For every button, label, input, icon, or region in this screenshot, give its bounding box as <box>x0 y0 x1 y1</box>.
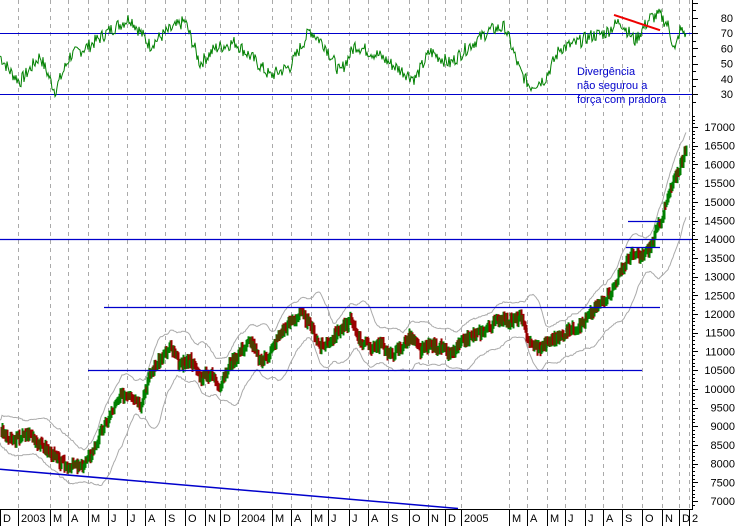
month-label: J <box>331 513 337 525</box>
support-trendline <box>0 468 459 510</box>
month-label: J <box>588 513 594 525</box>
price-tick-label: 15500 <box>704 178 735 190</box>
month-label: M <box>91 513 100 525</box>
month-label: O <box>188 513 197 525</box>
rsi-tick-label: 70 <box>721 28 733 40</box>
bollinger-lower <box>0 217 687 486</box>
price-tick-label: 15000 <box>704 197 735 209</box>
month-label: A <box>606 513 614 525</box>
price-tick-label: 11000 <box>705 346 735 358</box>
bollinger-upper <box>0 132 687 451</box>
price-tick-label: 10500 <box>704 365 735 377</box>
price-tick-label: 14000 <box>704 234 735 246</box>
price-panel <box>0 132 692 510</box>
divergence-annotation: Divergência não segurou a força com prad… <box>577 66 667 106</box>
price-tick-label: 10000 <box>704 384 735 396</box>
price-tick-label: 16500 <box>704 141 735 153</box>
rsi-line <box>0 8 687 99</box>
month-label: M <box>512 513 521 525</box>
price-tick-label: 12500 <box>704 290 735 302</box>
month-label: J <box>111 513 117 525</box>
rsi-indicator-panel <box>0 8 692 99</box>
month-label: A <box>530 513 538 525</box>
month-label: M <box>314 513 323 525</box>
price-tick-label: 13000 <box>704 272 735 284</box>
month-label: M <box>550 513 559 525</box>
rsi-tick-label: 30 <box>721 89 733 101</box>
rsi-tick-label: 50 <box>721 59 733 71</box>
month-label: J <box>352 513 358 525</box>
month-label: N <box>665 513 673 525</box>
price-tick-label: 8500 <box>711 440 735 452</box>
price-tick-label: 13500 <box>704 253 735 265</box>
month-label: D <box>223 513 231 525</box>
month-label: 2005 <box>464 513 488 525</box>
price-tick-label: 9500 <box>711 403 735 415</box>
annotation-line-3: força com pradora <box>577 94 667 106</box>
month-label: D <box>682 513 690 525</box>
price-tick-label: 8000 <box>711 459 735 471</box>
price-tick-label: 17000 <box>704 122 735 134</box>
month-label: A <box>371 513 379 525</box>
month-label: A <box>71 513 79 525</box>
rsi-tick-label: 80 <box>721 13 733 25</box>
month-label: 2003 <box>21 513 45 525</box>
month-label: D <box>448 513 456 525</box>
annotation-line-2: não segurou a <box>577 80 648 92</box>
month-label: S <box>391 513 398 525</box>
month-label: A <box>294 513 302 525</box>
month-label: N <box>431 513 439 525</box>
price-tick-label: 12000 <box>704 309 735 321</box>
price-tick-label: 9000 <box>711 421 735 433</box>
month-label: S <box>625 513 632 525</box>
month-label: O <box>412 513 421 525</box>
divergence-trendline <box>613 14 661 32</box>
price-tick-label: 16000 <box>704 159 735 171</box>
month-label: A <box>148 513 156 525</box>
month-label: 2 <box>692 513 698 525</box>
month-label: M <box>275 513 284 525</box>
month-label: J <box>568 513 574 525</box>
month-label: D <box>3 513 11 525</box>
annotation-line-1: Divergência <box>577 66 636 78</box>
price-tick-label: 11500 <box>705 328 735 340</box>
rsi-tick-label: 60 <box>721 43 733 55</box>
rsi-tick-label: 40 <box>721 74 733 86</box>
month-label: N <box>208 513 216 525</box>
month-label: 2004 <box>241 513 265 525</box>
month-label: O <box>645 513 654 525</box>
month-label: S <box>168 513 175 525</box>
month-label: J <box>130 513 136 525</box>
price-tick-label: 14500 <box>704 216 735 228</box>
month-label: M <box>53 513 62 525</box>
price-tick-label: 7500 <box>711 477 735 489</box>
price-tick-label: 7000 <box>711 496 735 508</box>
